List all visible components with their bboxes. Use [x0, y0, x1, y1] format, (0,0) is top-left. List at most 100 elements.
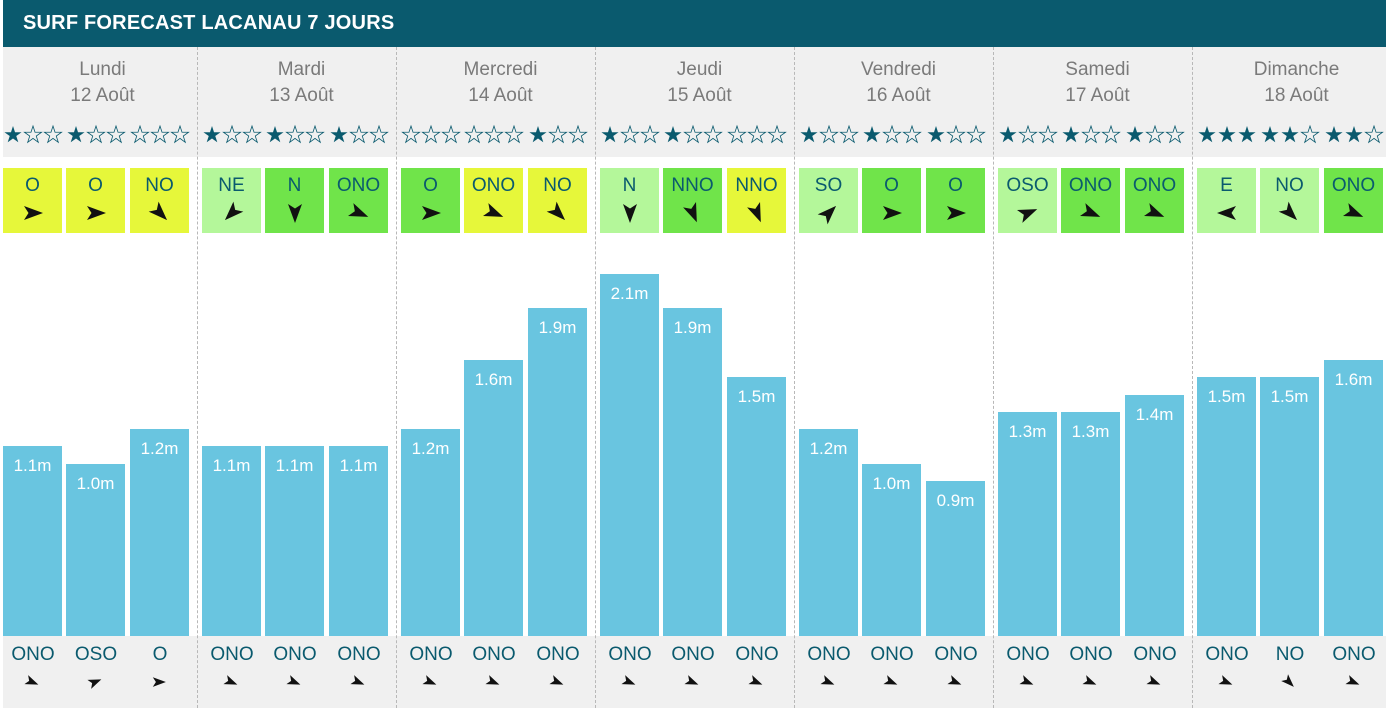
- star-filled-icon: [1261, 126, 1279, 143]
- wind-arrow-icon-shape: [546, 201, 566, 221]
- wave-height-bar: [926, 481, 985, 636]
- wind-arrow-icon-shape: [422, 206, 441, 220]
- wind-box: O: [862, 168, 921, 233]
- wave-height-bar: [663, 308, 722, 636]
- star-rating: [927, 124, 986, 144]
- wind-direction-label: NNO: [671, 175, 714, 196]
- wind-arrow-icon-shape: [1278, 201, 1298, 221]
- wave-height-bar: [3, 446, 62, 636]
- day-name: Vendredi: [860, 59, 936, 80]
- star-filled-icon: [999, 126, 1017, 143]
- wind-arrow-icon-shape: [1343, 203, 1364, 217]
- wave-height-bar: [600, 274, 659, 636]
- star-empty-icon: [747, 124, 767, 144]
- day-header: [202, 47, 401, 157]
- day-date: 13 Août: [269, 85, 334, 106]
- wind-direction-label: E: [1220, 175, 1233, 196]
- day-column: Dimanche 18 Août E NO ONO 1.5m 1.5m 1.6m ONO NO ON…: [1192, 47, 1386, 708]
- swell-direction-label: ONO: [472, 644, 516, 665]
- wave-height-label: 2.1m: [610, 284, 649, 303]
- wave-height-label: 1.0m: [76, 474, 115, 493]
- wind-arrow-icon: [87, 206, 106, 220]
- wave-height-bar: [862, 464, 921, 636]
- swell-arrow-icon: [883, 675, 898, 685]
- wind-arrow-icon-shape: [683, 202, 697, 223]
- day-header: [799, 47, 998, 157]
- wave-height-bar: [1125, 395, 1184, 636]
- day-name: Dimanche: [1253, 59, 1340, 80]
- swell-direction-label: ONO: [210, 644, 254, 665]
- wind-arrow-icon: [24, 206, 43, 220]
- wave-height-bar: [1324, 360, 1383, 636]
- star-empty-icon: [305, 124, 325, 144]
- swell-arrow-icon-shape: [883, 675, 898, 685]
- day-column: Lundi 12 Août O O NO 1.1m 1.0m 1.2m ONO OSO O: [3, 47, 202, 708]
- swell-direction-label: ONO: [735, 644, 779, 665]
- wind-box: NE: [202, 168, 261, 233]
- star-empty-icon: [106, 124, 126, 144]
- wind-box: ONO: [1125, 168, 1184, 233]
- swell-direction-label: ONO: [337, 644, 381, 665]
- wind-direction-label: O: [884, 175, 899, 196]
- swell-arrow-icon-shape: [820, 675, 835, 685]
- wind-arrow-icon: [817, 205, 837, 225]
- wave-height-label: 1.0m: [872, 474, 911, 493]
- star-rating: [330, 124, 389, 144]
- wind-box: O: [926, 168, 985, 233]
- star-empty-icon: [349, 124, 369, 144]
- wind-direction-label: OSO: [1006, 175, 1049, 196]
- wave-height-bar: [1197, 377, 1256, 636]
- star-filled-icon: [863, 126, 881, 143]
- star-empty-icon: [369, 124, 389, 144]
- swell-arrow-icon: [1345, 675, 1360, 685]
- wave-height-bar: [66, 464, 125, 636]
- swell-arrow-icon: [549, 675, 564, 685]
- day-separator: [396, 47, 397, 708]
- wind-arrow-icon: [483, 203, 504, 217]
- swell-direction-label: ONO: [1133, 644, 1177, 665]
- swell-direction-label: ONO: [934, 644, 978, 665]
- wind-direction-label: NE: [218, 175, 245, 196]
- star-empty-icon: [23, 124, 43, 144]
- swell-arrow-icon: [1019, 675, 1034, 685]
- star-rating: [203, 124, 262, 144]
- star-filled-icon: [800, 126, 818, 143]
- wind-box: N: [600, 168, 659, 233]
- wind-direction-label: NO: [145, 175, 174, 196]
- swell-arrow-icon-shape: [422, 675, 437, 685]
- wind-arrow-icon-shape: [883, 206, 902, 220]
- star-rating: [4, 124, 63, 144]
- star-rating: [1198, 126, 1256, 143]
- star-empty-icon: [421, 124, 441, 144]
- star-empty-icon: [43, 124, 63, 144]
- swell-row: [401, 636, 600, 708]
- swell-arrow-icon-shape: [748, 675, 763, 685]
- wind-direction-label: ONO: [1331, 175, 1376, 196]
- star-empty-icon: [1364, 124, 1384, 144]
- wave-height-label: 1.9m: [673, 318, 712, 337]
- swell-arrow-icon-shape: [684, 675, 699, 685]
- star-filled-icon: [266, 126, 284, 143]
- wave-height-bar: [265, 446, 324, 636]
- star-empty-icon: [1165, 124, 1185, 144]
- wind-arrow-icon-shape: [623, 204, 637, 223]
- day-name: Jeudi: [676, 59, 723, 80]
- star-empty-icon: [727, 124, 747, 144]
- swell-row: [998, 636, 1197, 708]
- star-rating: [601, 124, 660, 144]
- wave-height-bar: [329, 446, 388, 636]
- wind-box: O: [3, 168, 62, 233]
- star-empty-icon: [150, 124, 170, 144]
- wind-direction-label: SO: [814, 175, 843, 196]
- wind-arrow-icon: [288, 204, 302, 223]
- wave-height-label: 1.3m: [1071, 422, 1110, 441]
- wind-arrow-icon: [1017, 209, 1038, 223]
- swell-row: [3, 636, 202, 708]
- star-empty-icon: [86, 124, 106, 144]
- wave-height-bar: [401, 429, 460, 636]
- star-rating: [800, 124, 859, 144]
- day-date: 15 Août: [667, 85, 732, 106]
- day-column: Mardi 13 Août NE N ONO 1.1m 1.1m 1.1m ONO ONO ONO: [197, 47, 401, 708]
- star-empty-icon: [1101, 124, 1121, 144]
- swell-arrow-icon: [748, 675, 763, 685]
